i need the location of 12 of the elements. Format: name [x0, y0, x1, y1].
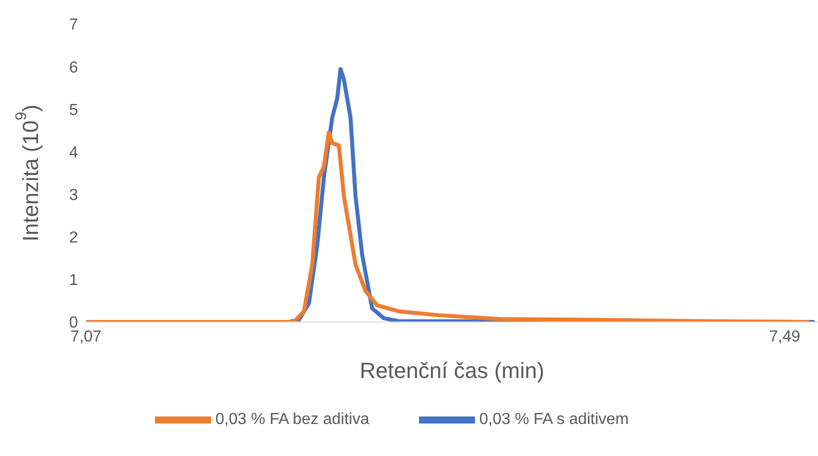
legend-label: 0,03 % FA bez aditiva	[215, 411, 370, 428]
y-tick-label: 1	[69, 272, 78, 290]
y-tick-label: 4	[69, 144, 78, 162]
y-tick-label: 5	[69, 102, 78, 119]
y-tick-label: 2	[69, 230, 78, 247]
y-tick-label: 6	[69, 59, 78, 76]
x-axis-title: Retenční čas (min)	[360, 358, 544, 383]
line-series	[86, 130, 810, 322]
y-tick-label: 3	[69, 186, 78, 204]
legend-label: 0,03 % FA s aditivem	[479, 411, 629, 428]
y-tick-label: 7	[69, 16, 78, 34]
x-tick-label: 7,49	[769, 328, 800, 346]
